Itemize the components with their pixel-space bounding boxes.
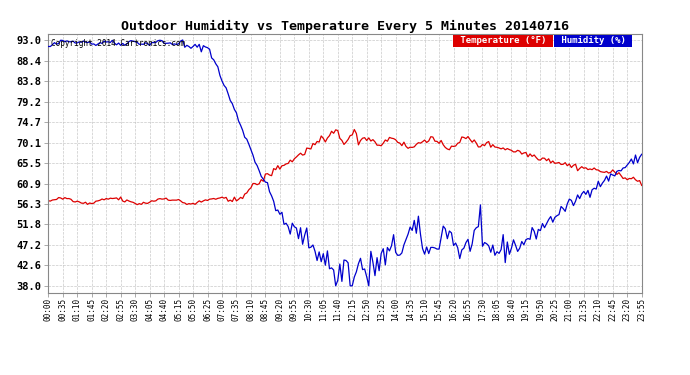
Title: Outdoor Humidity vs Temperature Every 5 Minutes 20140716: Outdoor Humidity vs Temperature Every 5 … [121,20,569,33]
Text: Copyright 2014 Cartronics.com: Copyright 2014 Cartronics.com [51,39,186,48]
Text: Temperature (°F): Temperature (°F) [455,36,551,45]
Text: Humidity (%): Humidity (%) [555,36,631,45]
